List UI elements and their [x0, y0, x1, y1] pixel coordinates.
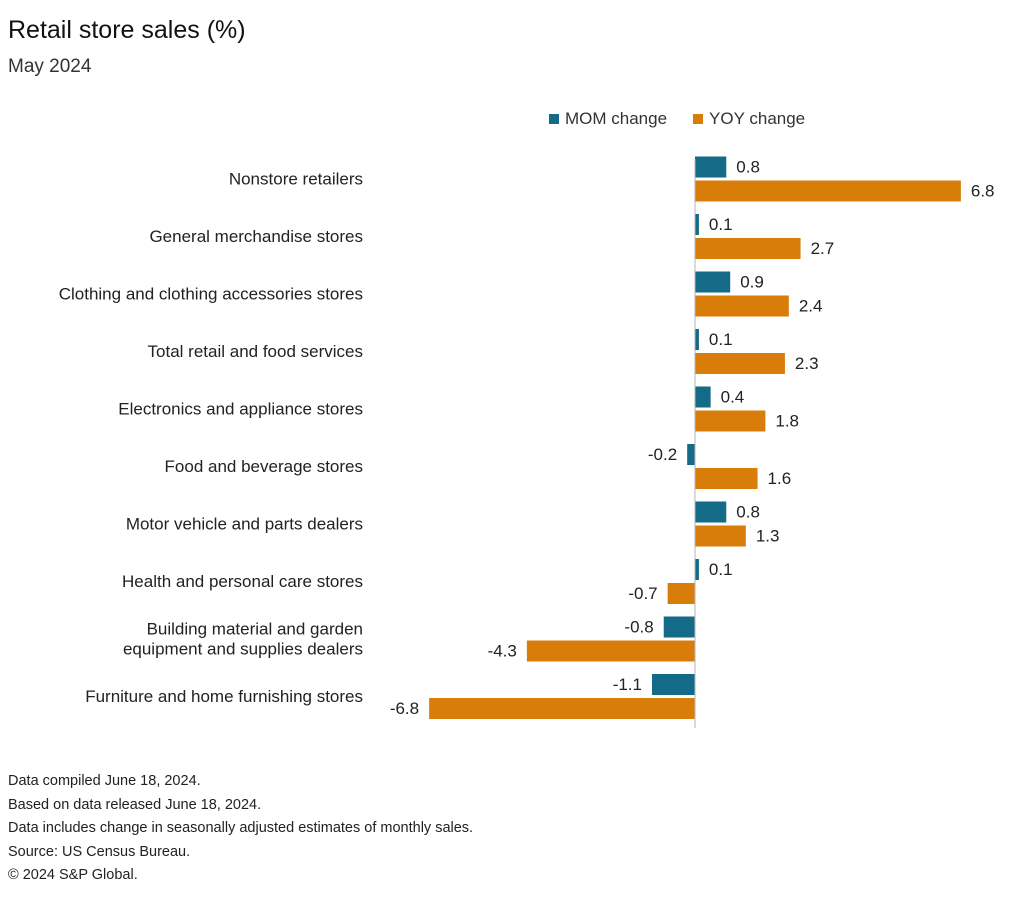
bar-yoy [695, 180, 961, 202]
data-label-yoy: 1.6 [768, 469, 792, 488]
legend-label-yoy: YOY change [709, 109, 806, 128]
data-label-yoy: 2.7 [811, 239, 835, 258]
bar-yoy [526, 640, 695, 662]
legend: MOM change YOY change [549, 109, 831, 129]
category-label: equipment and supplies dealers [123, 640, 363, 659]
category-label: Clothing and clothing accessories stores [59, 285, 363, 304]
data-label-mom: -1.1 [613, 675, 642, 694]
bar-yoy [695, 238, 801, 259]
bar-mom [687, 444, 695, 465]
footnote-copyright: © 2024 S&P Global. [8, 867, 138, 883]
legend-swatch-yoy [693, 114, 704, 124]
bar-yoy [429, 698, 695, 719]
category-label: General merchandise stores [149, 227, 363, 246]
category-label: Nonstore retailers [229, 170, 363, 189]
data-label-yoy: 6.8 [971, 182, 995, 201]
bar-mom [695, 329, 699, 350]
data-label-mom: 0.1 [709, 560, 733, 579]
category-label: Electronics and appliance stores [118, 400, 363, 419]
data-label-yoy: -6.8 [390, 699, 419, 718]
chart-subtitle: May 2024 [8, 56, 92, 77]
bar-yoy [695, 525, 746, 547]
bar-yoy [695, 468, 758, 489]
category-label: Total retail and food services [148, 342, 363, 361]
bar-yoy [667, 583, 695, 604]
bar-mom [695, 214, 699, 235]
data-label-mom: -0.8 [624, 618, 653, 637]
data-label-mom: -0.2 [648, 445, 677, 464]
bar-chart: Nonstore retailers 0.8 6.8 General merchand… [59, 156, 995, 728]
bar-yoy [695, 410, 766, 432]
category-label: Building material and garden [147, 620, 363, 639]
bar-yoy [695, 295, 789, 317]
data-label-mom: 0.8 [736, 503, 760, 522]
data-label-mom: 0.8 [736, 158, 760, 177]
legend-item-yoy: YOY change [693, 109, 805, 129]
bar-yoy [695, 353, 785, 374]
category-label: Motor vehicle and parts dealers [126, 515, 363, 534]
legend-label-mom: MOM change [565, 109, 668, 128]
footnote-released: Based on data released June 18, 2024. [8, 796, 262, 813]
bar-mom [651, 674, 695, 695]
footnote-compiled: Data compiled June 18, 2024. [8, 773, 201, 789]
bar-mom [695, 559, 699, 580]
footnote-method: Data includes change in seasonally adjus… [8, 820, 474, 836]
category-label: Food and beverage stores [165, 457, 363, 476]
category-label: Health and personal care stores [122, 572, 363, 591]
data-label-yoy: 1.3 [756, 527, 780, 546]
footnotes: Data compiled June 18, 2024. Based on da… [8, 770, 473, 888]
data-label-yoy: 2.3 [795, 354, 819, 373]
data-label-yoy: 1.8 [775, 412, 799, 431]
category-label: Furniture and home furnishing stores [85, 687, 363, 706]
data-label-yoy: -0.7 [628, 584, 657, 603]
data-label-mom: 0.4 [721, 388, 745, 407]
data-label-yoy: -4.3 [488, 642, 517, 661]
legend-item-mom: MOM change [549, 109, 667, 129]
bar-mom [695, 271, 731, 293]
bar-mom [663, 616, 695, 638]
bar-mom [695, 501, 727, 523]
chart-title: Retail store sales (%) [8, 16, 246, 44]
legend-swatch-mom [549, 114, 559, 124]
data-label-mom: 0.1 [709, 215, 733, 234]
data-label-mom: 0.9 [740, 273, 764, 292]
data-label-yoy: 2.4 [799, 297, 823, 316]
footnote-source: Source: US Census Bureau. [8, 843, 191, 860]
bar-mom [695, 386, 711, 408]
data-label-mom: 0.1 [709, 330, 733, 349]
bar-mom [695, 156, 727, 178]
